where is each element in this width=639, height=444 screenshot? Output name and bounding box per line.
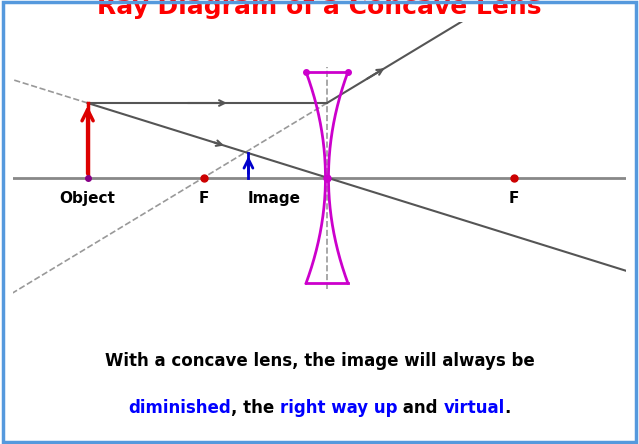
- Text: Object: Object: [59, 191, 116, 206]
- Text: and: and: [397, 400, 443, 417]
- Text: Image: Image: [248, 191, 301, 206]
- Text: F: F: [198, 191, 209, 206]
- Text: , the: , the: [231, 400, 280, 417]
- Text: F: F: [509, 191, 520, 206]
- Text: With a concave lens, the image will always be: With a concave lens, the image will alwa…: [105, 352, 534, 370]
- Text: virtual: virtual: [443, 400, 505, 417]
- Text: right way up: right way up: [280, 400, 397, 417]
- Title: Ray Diagram of a Concave Lens: Ray Diagram of a Concave Lens: [97, 0, 542, 19]
- Text: diminished: diminished: [128, 400, 231, 417]
- Text: .: .: [505, 400, 511, 417]
